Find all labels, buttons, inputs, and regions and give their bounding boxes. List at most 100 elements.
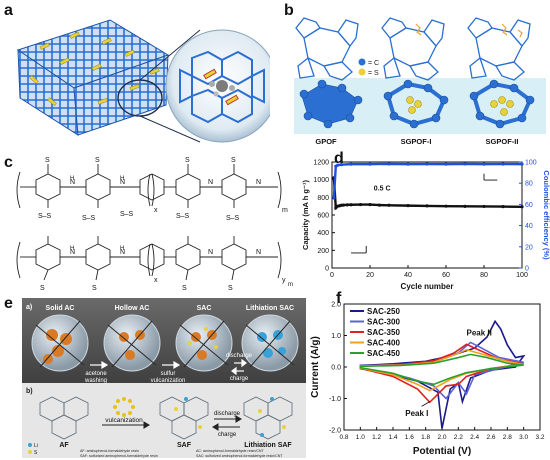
capacity-point (349, 203, 353, 207)
cycling-chart: 0 20 40 60 80 1000200400600800100012000204060… (301, 160, 550, 292)
y-axis-label: Capacity (mA h g⁻¹) (301, 180, 310, 250)
capacity-point (463, 204, 467, 208)
annotation-peak-ii: Peak II (467, 329, 492, 338)
magnified-pore (165, 29, 270, 143)
atom-s: S (92, 285, 97, 292)
x-tick-label: 0 (330, 272, 334, 279)
legend-label: SAC-250 (367, 307, 400, 316)
peak-i-pointer (421, 401, 430, 407)
legend-li: Li (34, 443, 38, 449)
sulfur-legend-icon (358, 68, 366, 76)
stage-title-hollow-ac: Hollow AC (115, 305, 150, 312)
stage-spheres (31, 314, 299, 372)
y-tick-label: 400 (317, 230, 329, 237)
atom-h: H (70, 246, 74, 252)
capacity-point (387, 203, 391, 207)
legend-label: SAC-450 (367, 349, 400, 358)
y2-tick-label: 100 (525, 160, 537, 167)
x-tick-label: 2.6 (486, 434, 495, 441)
sub-b: b) (26, 388, 33, 395)
label-lithiation-saf: Lithiation SAF (244, 442, 292, 449)
legend-s-e: S (34, 450, 38, 456)
arrow-label-acetone: acetone (85, 371, 107, 377)
atom-s: S (45, 157, 50, 164)
efficiency-series (332, 162, 523, 199)
plot-frame (331, 161, 523, 269)
efficiency-point (425, 162, 429, 166)
footnote: AF: aminophenol-formaldehyde resin (80, 449, 139, 453)
capacity-axis-arrow (351, 245, 367, 254)
x-axis-label: Potential (V) (413, 446, 471, 457)
annotation-peak-i: Peak I (405, 409, 428, 418)
li-legend-icon (28, 443, 32, 447)
capacity-point (358, 202, 363, 207)
x-tick-label: 1.2 (372, 434, 381, 441)
panel-f-label: f (336, 290, 342, 307)
atom-s: S (231, 157, 236, 164)
x-tick-label: 1.0 (356, 434, 365, 441)
footnote: SAC: sulfurized aminophenol-formaldehyde… (196, 454, 283, 458)
capacity-point (345, 203, 349, 207)
sgpof-ii-top (467, 17, 531, 81)
panel-e: e a) b) Solid AC Hollow AC SAC Lithiatio… (0, 295, 308, 460)
scheme-lower-area (22, 383, 306, 458)
atom-s: S (185, 157, 190, 164)
subscript-y: y (282, 277, 286, 284)
atom-h: H (120, 246, 124, 252)
y2-tick-label: 20 (525, 244, 533, 251)
y-tick-label: 1000 (313, 177, 329, 184)
y-tick-label: 1200 (313, 160, 329, 167)
atom-n: N (208, 179, 213, 186)
x-tick-label: 1.8 (421, 434, 430, 441)
legend-c: = C (368, 60, 379, 67)
sgpof-i-top (381, 17, 445, 81)
atom-n: N (256, 179, 261, 186)
cv-chart: 0.8 1.0 1.2 1.4 1.6 1.8 2.0 2.2 2.4 2.6 2.8 3.0 3.2 -… (310, 302, 545, 458)
atom-n: N (208, 249, 213, 256)
atom-n: N (120, 249, 125, 256)
arrow-label-vulcanization-b: vulcanization (105, 417, 143, 424)
gpof-structures: = C = S GPOF SGPOF-I (294, 17, 546, 146)
free-sulfur: S–S (226, 215, 240, 222)
arrow-label-sulfur: sulfur (161, 371, 176, 377)
panel-d: d 0 20 40 60 80 100 0 200 400 600 800 1000 1200 0 20 40… (300, 150, 550, 295)
capacity-point (501, 205, 505, 209)
y-tick-label: -1.0 (329, 396, 341, 403)
efficiency-point (520, 162, 524, 166)
efficiency-point (349, 162, 353, 166)
efficiency-point (336, 163, 340, 167)
y-tick-label: 600 (317, 213, 329, 220)
x-tick-label: 2.0 (437, 434, 446, 441)
x-tick-label: 1.4 (388, 434, 397, 441)
s-legend-icon (28, 450, 32, 454)
subscript-m: m (282, 207, 288, 214)
y-tick-label: 800 (317, 195, 329, 202)
legend-s: = S (368, 70, 379, 77)
sgpof-i-3d (383, 79, 449, 129)
free-sulfur: S–S (176, 213, 190, 220)
x-tick-label: 0.8 (339, 434, 348, 441)
atom-n: N (120, 179, 125, 186)
panel-a: a (0, 0, 270, 150)
synthesis-scheme: a) b) Solid AC Hollow AC SAC Lithiation … (22, 298, 306, 458)
cv-series-sac-450 (359, 353, 524, 386)
panel-f: f 0.8 1.0 1.2 1.4 1.6 1.8 2.0 2.2 2.4 2.6 2.8 3.0 3.… (308, 290, 550, 460)
polymer-structure: S S S S N H N H N N x m S–S S–S S–S S–S … (16, 157, 293, 292)
carbon-legend-icon (358, 58, 366, 66)
arrow-label-charge-b: charge (218, 432, 237, 438)
x-tick-label: 100 (516, 272, 528, 279)
atom-h: H (120, 176, 124, 182)
panel-e-label: e (4, 295, 13, 312)
y-tick-label: 0 (325, 266, 329, 273)
rate-label: 0.5 C (374, 185, 391, 192)
arrow-label-discharge: discharge (226, 353, 253, 359)
x-tick-label: 80 (480, 272, 488, 279)
panel-b-label: b (284, 2, 294, 19)
efficiency-point (332, 196, 336, 200)
efficiency-point (482, 162, 486, 166)
x-tick-label: 1.6 (405, 434, 414, 441)
panel-c-label: c (4, 154, 13, 171)
efficiency-point (444, 162, 448, 166)
efficiency-point (368, 162, 372, 166)
stage-title-solid-ac: Solid AC (46, 305, 75, 312)
